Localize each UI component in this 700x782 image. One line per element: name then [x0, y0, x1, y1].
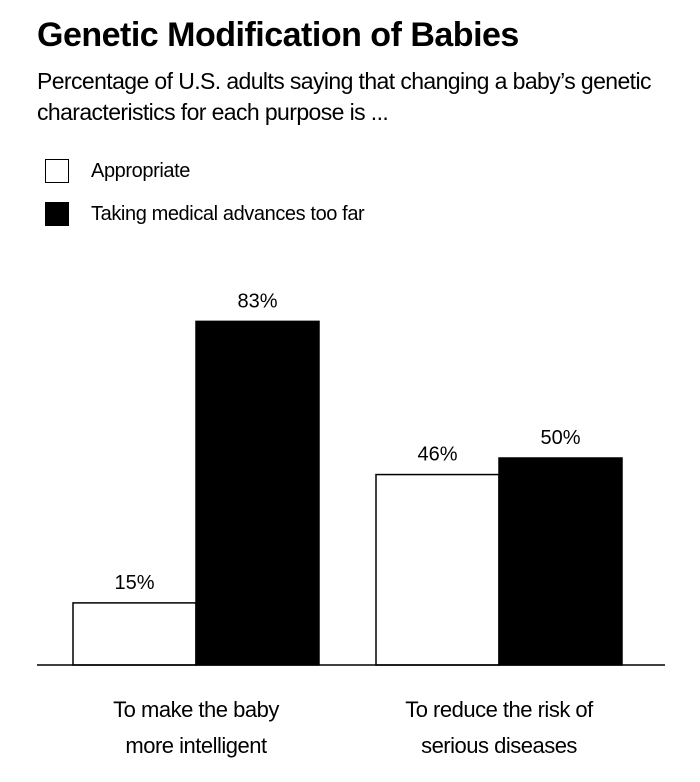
bar-group-1: 15% 83% [72, 290, 320, 666]
legend-item-too-far: Taking medical advances too far [45, 199, 365, 229]
legend-swatch-too-far [45, 202, 69, 226]
data-label-appropriate-2: 46% [417, 444, 457, 466]
legend-label-appropriate: Appropriate [91, 159, 190, 182]
legend: Appropriate Taking medical advances too … [45, 156, 365, 242]
bar-appropriate-2 [375, 473, 500, 666]
bar-group-2: 46% 50% [375, 427, 623, 666]
chart-subtitle: Percentage of U.S. adults saying that ch… [37, 68, 651, 125]
legend-label-too-far: Taking medical advances too far [91, 202, 365, 225]
data-label-appropriate-1: 15% [114, 572, 154, 594]
category-label-1-line-1: To make the baby [113, 697, 279, 722]
data-label-too-far-1: 83% [237, 290, 277, 312]
legend-swatch-appropriate [45, 159, 69, 183]
bar-too-far-2 [498, 457, 623, 666]
category-label-2-line-1: To reduce the risk of [405, 697, 594, 722]
bar-too-far-1 [195, 320, 320, 666]
bar-appropriate-1 [72, 602, 197, 666]
data-label-too-far-2: 50% [540, 427, 580, 449]
chart-title: Genetic Modification of Babies [37, 16, 519, 54]
category-label-1-line-2: more intelligent [125, 733, 267, 758]
category-label-2-line-2: serious diseases [421, 733, 577, 758]
legend-item-appropriate: Appropriate [45, 156, 364, 186]
